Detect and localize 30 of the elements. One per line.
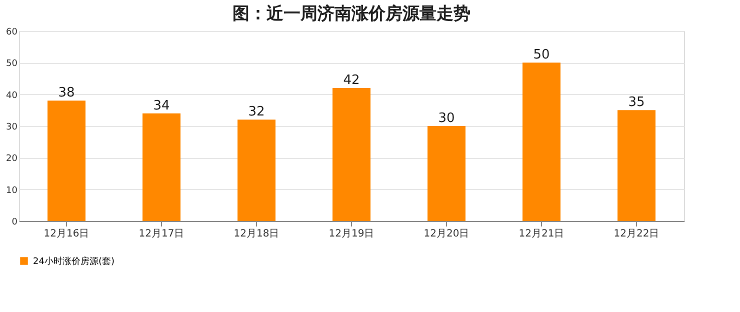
y-tick-label: 30 [6,122,18,132]
x-tick-label: 12月22日 [614,228,660,240]
x-tick-label: 12月20日 [424,228,470,240]
x-tick-label: 12月18日 [234,228,280,240]
data-label: 35 [628,95,645,110]
bar [428,126,466,221]
data-label: 30 [438,111,455,126]
y-tick-label: 0 [12,218,18,228]
bar [142,113,180,221]
data-label: 32 [248,104,265,120]
data-label: 50 [533,48,550,63]
legend-label: 24小时涨价房源(套) [33,256,114,267]
chart-title: 图：近一周济南涨价房源量走势 [232,4,470,24]
y-tick-label: 10 [6,186,18,196]
data-label: 42 [343,73,360,88]
data-label: 38 [58,86,75,101]
bar [618,110,656,221]
x-tick-label: 12月17日 [138,228,184,240]
y-tick-label: 40 [6,90,18,101]
x-tick-label: 12月21日 [518,228,564,240]
x-tick-label: 12月16日 [44,228,90,240]
bar [48,100,86,221]
y-tick-label: 60 [6,28,18,38]
bar [332,88,370,221]
data-label: 34 [153,98,170,114]
y-tick-label: 50 [6,59,18,70]
bar [522,62,560,221]
x-tick-label: 12月19日 [328,228,374,240]
bar [238,120,276,221]
y-tick-label: 20 [6,154,18,164]
